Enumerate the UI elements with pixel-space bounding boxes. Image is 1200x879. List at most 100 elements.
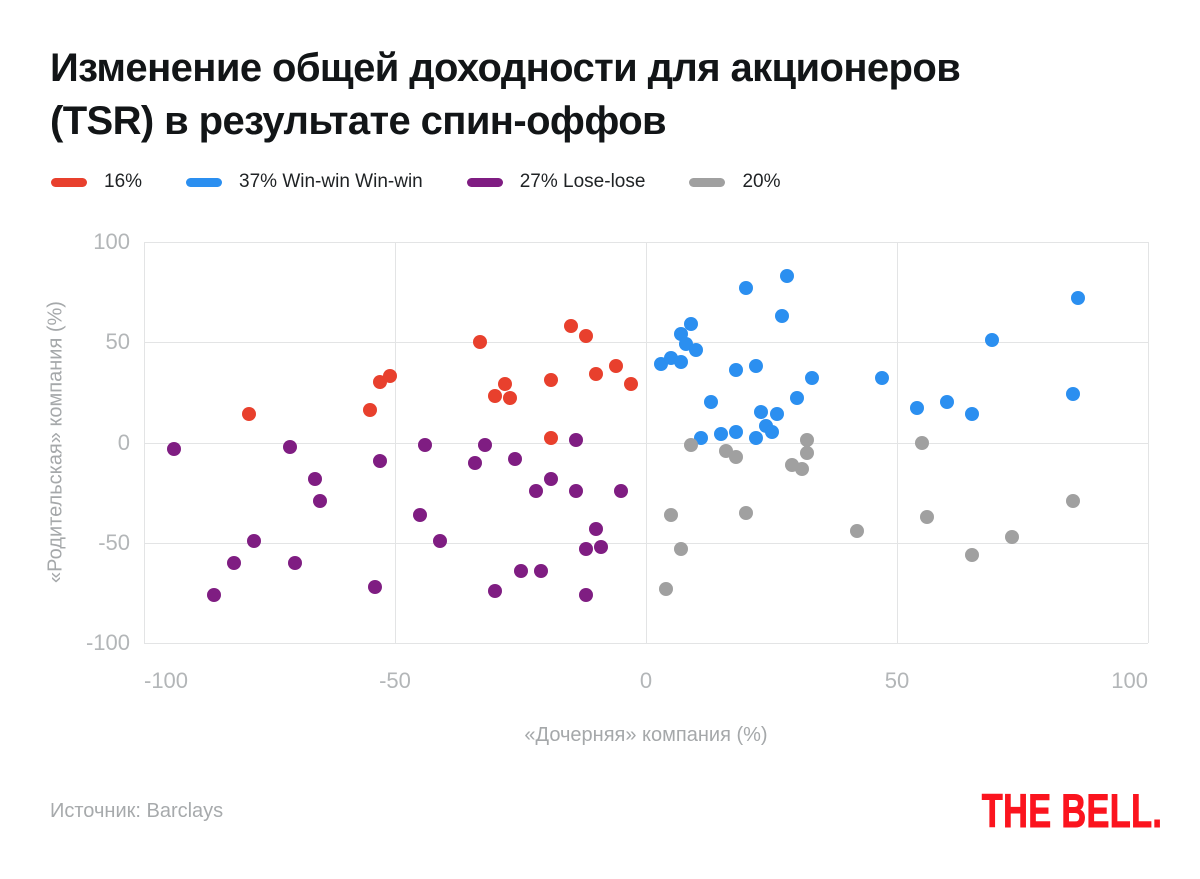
legend-swatch-icon xyxy=(186,177,223,187)
data-point xyxy=(794,461,809,476)
data-point xyxy=(965,407,980,422)
data-point xyxy=(578,587,593,602)
y-tick-label: -100 xyxy=(85,630,130,655)
data-point xyxy=(779,269,794,284)
data-point xyxy=(799,445,814,460)
data-point xyxy=(488,583,503,598)
data-point xyxy=(543,373,558,388)
gridline-horizontal xyxy=(144,242,1148,243)
data-point xyxy=(433,533,448,548)
data-point xyxy=(920,509,935,524)
data-point xyxy=(593,539,608,554)
chart-title-line1: Изменение общей доходности для акционеро… xyxy=(50,46,961,90)
gridline-horizontal xyxy=(144,643,1148,644)
data-point xyxy=(684,437,699,452)
data-point xyxy=(910,401,925,416)
data-point xyxy=(684,317,699,332)
source-note: Источник: Barclays xyxy=(50,800,224,822)
x-axis-title: «Дочерняя» компания (%) xyxy=(524,724,768,746)
data-point xyxy=(372,453,387,468)
data-point xyxy=(674,541,689,556)
data-point xyxy=(588,367,603,382)
x-tick-label: -50 xyxy=(379,668,411,693)
legend-label: 16% xyxy=(104,171,143,192)
data-point xyxy=(704,395,719,410)
data-point xyxy=(674,355,689,370)
gridline-horizontal xyxy=(144,342,1148,344)
data-point xyxy=(659,581,674,596)
data-point xyxy=(1070,291,1085,306)
data-point xyxy=(754,405,769,420)
data-point xyxy=(478,437,493,452)
legend-label: 27% Lose-lose xyxy=(519,171,646,192)
data-point xyxy=(1065,387,1080,402)
data-point xyxy=(382,369,397,384)
data-point xyxy=(167,441,182,456)
data-point xyxy=(362,403,377,418)
data-point xyxy=(729,363,744,378)
legend-item-2: 27% Lose-lose xyxy=(466,171,646,193)
data-point xyxy=(965,547,980,562)
data-point xyxy=(413,507,428,522)
legend-label: 37% Win-win Win-win xyxy=(239,171,423,192)
data-point xyxy=(242,407,257,422)
data-point xyxy=(749,431,764,446)
data-point xyxy=(508,451,523,466)
data-point xyxy=(915,435,930,450)
y-tick-label: -50 xyxy=(98,529,130,555)
data-point xyxy=(689,343,704,358)
data-point xyxy=(488,389,503,404)
chart-title: Изменение общей доходности для акционеро… xyxy=(50,42,1130,148)
x-tick-label: -100 xyxy=(144,668,189,693)
legend-swatch-icon xyxy=(51,177,87,187)
data-point xyxy=(533,563,548,578)
legend-swatch-icon xyxy=(466,177,503,187)
data-point xyxy=(227,555,242,570)
gridline-horizontal xyxy=(144,542,1148,544)
the-bell-logo: THE BELL. xyxy=(981,784,1162,838)
data-point xyxy=(1065,493,1080,508)
y-tick-label: 0 xyxy=(117,429,130,455)
y-tick-label: 50 xyxy=(105,329,130,355)
data-point xyxy=(769,407,784,422)
data-point xyxy=(418,437,433,452)
data-point xyxy=(985,333,1000,348)
x-tick-label: 0 xyxy=(639,668,653,693)
legend-item-1: 37% Win-win Win-win xyxy=(186,171,423,193)
data-point xyxy=(473,335,488,350)
data-point xyxy=(799,433,814,448)
data-point xyxy=(623,377,638,392)
legend: 16% 37% Win-win Win-win 27% Lose-lose 20% xyxy=(51,171,780,193)
x-tick-label: 50 xyxy=(884,668,910,693)
data-point xyxy=(774,309,789,324)
data-point xyxy=(729,449,744,464)
data-point xyxy=(207,587,222,602)
y-tick-label: 100 xyxy=(93,229,130,254)
data-point xyxy=(739,281,754,296)
data-point xyxy=(714,427,729,442)
x-tick-label: 100 xyxy=(1111,668,1148,693)
data-point xyxy=(543,471,558,486)
data-point xyxy=(287,555,302,570)
data-point xyxy=(764,425,779,440)
data-point xyxy=(312,493,327,508)
data-point xyxy=(513,563,528,578)
data-point xyxy=(664,507,679,522)
data-point xyxy=(543,431,558,446)
data-point xyxy=(849,523,864,538)
data-point xyxy=(563,319,578,334)
data-point xyxy=(694,431,709,446)
data-point xyxy=(568,433,583,448)
gridline-vertical xyxy=(1148,242,1149,643)
data-point xyxy=(613,483,628,498)
data-point xyxy=(940,395,955,410)
chart-title-line2: (TSR) в результате спин-оффов xyxy=(50,99,667,143)
data-point xyxy=(739,505,754,520)
data-point xyxy=(307,471,322,486)
legend-swatch-icon xyxy=(689,177,726,187)
plot-area xyxy=(144,242,1149,644)
data-point xyxy=(1005,529,1020,544)
data-point xyxy=(804,371,819,386)
data-point xyxy=(578,329,593,344)
